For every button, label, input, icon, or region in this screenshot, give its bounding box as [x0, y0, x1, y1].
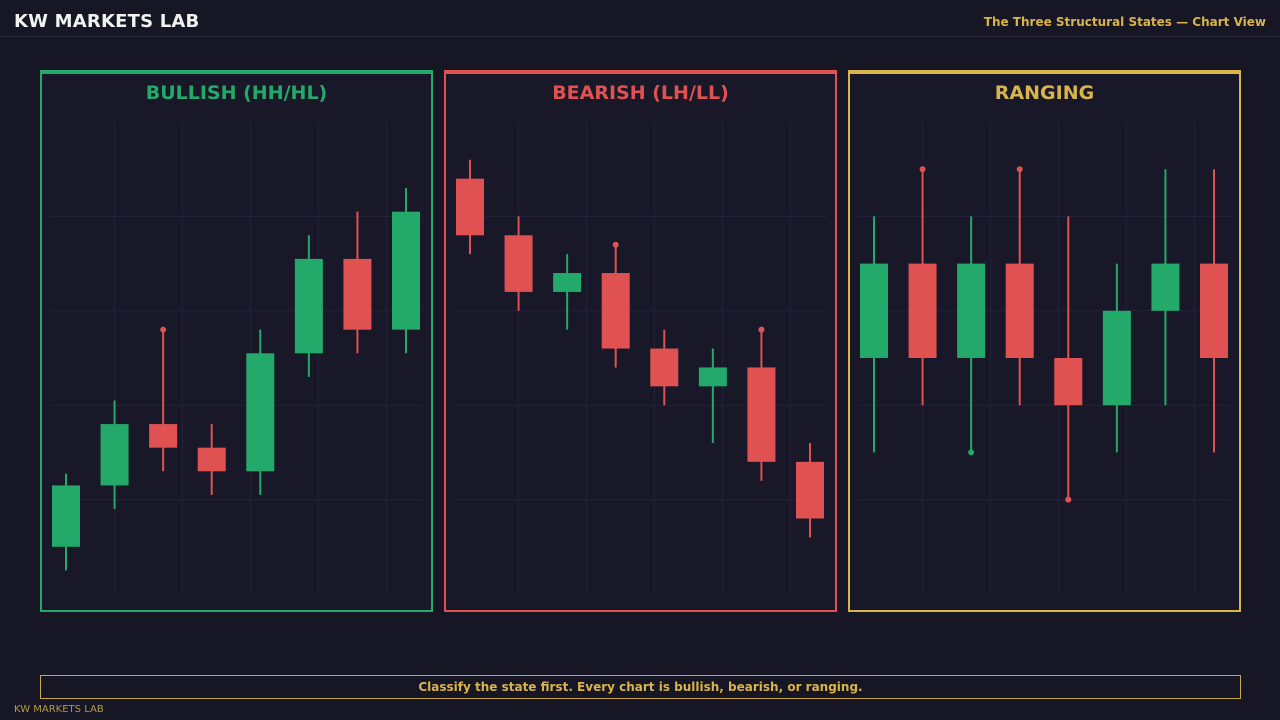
candle-body: [1102, 310, 1131, 406]
chart-title: RANGING: [994, 82, 1095, 104]
candlestick-chart-bearish: [454, 122, 827, 594]
candle: [1005, 166, 1034, 406]
chart-panel-bullish: BULLISH (HH/HL): [40, 70, 433, 612]
candle: [52, 473, 80, 571]
candle-body: [601, 273, 630, 349]
candle-body: [796, 461, 824, 519]
chart-title: BULLISH (HH/HL): [145, 82, 328, 104]
candle: [860, 216, 888, 453]
candlestick-chart-bullish: [50, 122, 423, 594]
candle-body: [553, 273, 582, 292]
candle: [747, 326, 776, 481]
candle-body: [1054, 358, 1083, 406]
swing-point-marker: [1016, 166, 1023, 173]
candle-body: [52, 485, 80, 547]
candle: [294, 235, 323, 377]
candle-body: [747, 367, 776, 462]
candle: [343, 211, 372, 354]
brand-title: KW MARKETS LAB: [14, 11, 200, 32]
top-bar: KW MARKETS LAB The Three Structural Stat…: [0, 0, 1280, 37]
candlestick-chart-ranging: [858, 122, 1231, 594]
candle: [504, 216, 533, 311]
swing-point-marker: [919, 166, 926, 173]
candle: [1200, 169, 1228, 453]
swing-point-marker: [1065, 496, 1072, 503]
candle: [957, 216, 986, 456]
candle-body: [246, 353, 275, 472]
candle: [100, 400, 129, 510]
candle: [553, 254, 582, 330]
candle: [246, 329, 275, 495]
candle-body: [650, 348, 679, 387]
footer-brand: KW MARKETS LAB: [14, 704, 104, 715]
candle: [1054, 216, 1083, 503]
candle: [796, 442, 824, 538]
candle-body: [860, 263, 888, 358]
candle-body: [294, 258, 323, 354]
swing-point-marker: [612, 241, 619, 248]
page-subtitle: The Three Structural States — Chart View: [983, 15, 1266, 29]
candle: [456, 159, 484, 255]
chart-panel-ranging: RANGING: [848, 70, 1241, 612]
chart-title: BEARISH (LH/LL): [552, 82, 729, 104]
candle-body: [197, 447, 226, 472]
candle: [908, 166, 937, 406]
candle-body: [149, 424, 178, 448]
candle-body: [504, 235, 533, 292]
candle-body: [343, 258, 372, 330]
candle-body: [1151, 263, 1180, 311]
candle: [601, 241, 630, 368]
candle: [392, 188, 420, 354]
candle-body: [1200, 263, 1228, 358]
swing-point-marker: [758, 326, 765, 333]
candle-body: [908, 263, 937, 358]
swing-point-marker: [968, 449, 975, 456]
candle: [1151, 169, 1180, 406]
candle: [1102, 263, 1131, 453]
candle: [650, 329, 679, 406]
candle-body: [392, 211, 420, 330]
chart-panel-bearish: BEARISH (LH/LL): [444, 70, 837, 612]
candle-body: [957, 263, 986, 358]
candle-body: [698, 367, 727, 387]
candle-body: [456, 178, 484, 236]
candle: [698, 348, 727, 443]
candle-body: [100, 424, 129, 486]
candle: [197, 424, 226, 495]
swing-point-marker: [160, 326, 167, 333]
footer-message: Classify the state first. Every chart is…: [40, 675, 1241, 699]
candle: [149, 326, 178, 472]
candle-body: [1005, 263, 1034, 358]
